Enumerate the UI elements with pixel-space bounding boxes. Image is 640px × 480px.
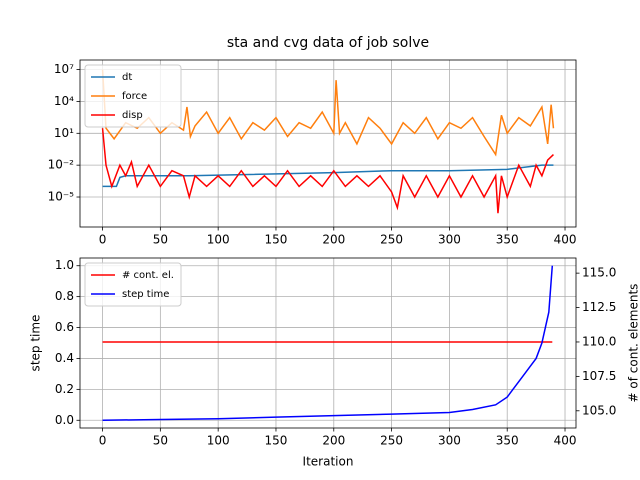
x-tick-label: 300 — [438, 434, 461, 448]
y-axis-label: step time — [29, 315, 43, 372]
legend-label: step time — [122, 289, 169, 300]
x-tick-label: 100 — [207, 434, 230, 448]
y-tick-label: 0.2 — [55, 382, 74, 396]
series-line — [102, 265, 554, 422]
chart-title: sta and cvg data of job solve — [227, 35, 429, 51]
legend-label: # cont. el. — [122, 270, 174, 281]
x-tick-label: 350 — [496, 233, 519, 247]
legend: dt force disp — [84, 64, 182, 128]
y-tick-label: 10⁴ — [54, 94, 74, 108]
legend-box — [84, 64, 182, 128]
x-tick-label: 50 — [153, 434, 168, 448]
y2-tick-label: 107.5 — [582, 369, 616, 383]
y2-tick-label: 105.0 — [582, 403, 616, 417]
x-tick-label: 150 — [265, 434, 288, 448]
y-tick-label: 0.6 — [55, 320, 74, 334]
y2-tick-label: 112.5 — [582, 300, 616, 314]
y2-tick-label: 115.0 — [582, 266, 616, 280]
y-tick-label: 0.0 — [55, 413, 74, 427]
y2-axis-label: # of cont. elements — [627, 284, 640, 403]
y-tick-label: 1.0 — [55, 258, 74, 272]
x-tick-label: 400 — [554, 434, 577, 448]
legend: # cont. el. step time — [84, 262, 182, 307]
x-tick-label: 200 — [322, 434, 345, 448]
y-tick-label: 0.4 — [55, 351, 74, 365]
y-tick-label: 10⁻² — [48, 158, 75, 172]
x-tick-label: 200 — [322, 233, 345, 247]
series-line — [101, 69, 555, 157]
legend-label: force — [122, 91, 147, 102]
x-tick-label: 300 — [438, 233, 461, 247]
x-tick-label: 0 — [99, 233, 107, 247]
axes-frame — [79, 59, 577, 228]
x-tick-label: 50 — [153, 233, 168, 247]
series-line — [102, 164, 554, 188]
x-tick-label: 400 — [554, 233, 577, 247]
x-tick-label: 350 — [496, 434, 519, 448]
legend-box — [84, 262, 182, 307]
y-tick-label: 10⁻⁵ — [48, 190, 75, 204]
x-tick-label: 250 — [380, 233, 403, 247]
legend-label: dt — [122, 72, 132, 83]
x-tick-label: 150 — [265, 233, 288, 247]
x-tick-label: 0 — [99, 434, 107, 448]
x-axis-label: Iteration — [303, 455, 354, 469]
series-line — [101, 128, 554, 214]
legend-label: disp — [122, 110, 143, 121]
axes-frame — [79, 257, 577, 429]
y-tick-label: 10⁷ — [54, 62, 74, 76]
y-tick-label: 10¹ — [54, 126, 74, 140]
x-tick-label: 100 — [207, 233, 230, 247]
y-tick-label: 0.8 — [55, 289, 74, 303]
y2-tick-label: 110.0 — [582, 334, 616, 348]
x-tick-label: 250 — [380, 434, 403, 448]
